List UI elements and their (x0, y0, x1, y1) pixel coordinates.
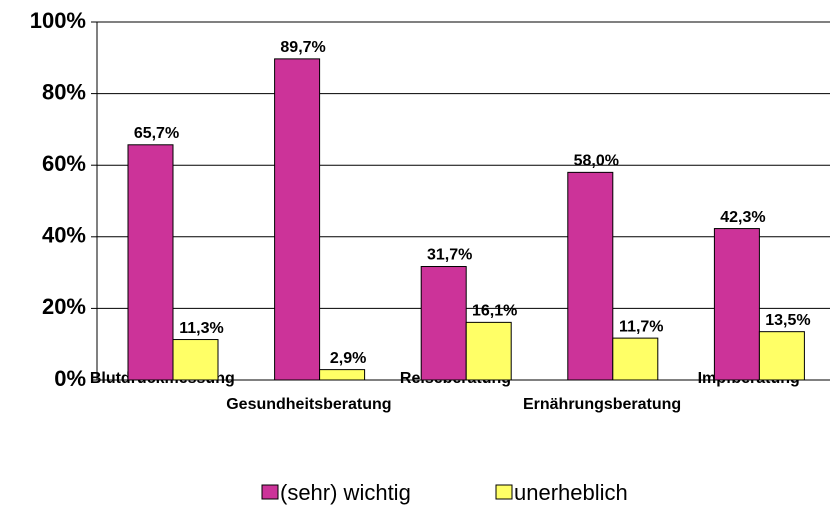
data-label: 31,7% (427, 247, 472, 264)
y-tick-label: 40% (42, 223, 86, 248)
bar (465, 321, 512, 381)
bar (758, 331, 805, 381)
data-label: 13,5% (765, 312, 810, 329)
data-label: 2,9% (330, 350, 366, 367)
legend-swatch (495, 484, 513, 500)
bar (567, 171, 614, 381)
bar (127, 144, 174, 381)
bar (713, 228, 760, 381)
bar (274, 58, 321, 381)
x-tick-label: Ernährungsberatung (523, 396, 681, 413)
x-tick-label: Gesundheitsberatung (226, 396, 391, 413)
data-label: 89,7% (280, 39, 325, 56)
data-label: 42,3% (720, 209, 765, 226)
data-label: 58,0% (574, 153, 619, 170)
legend-label: (sehr) wichtig (280, 480, 411, 505)
y-tick-label: 20% (42, 294, 86, 319)
bar (420, 266, 467, 381)
legend-swatch (261, 484, 279, 500)
data-label: 11,3% (179, 320, 223, 337)
data-label: 65,7% (134, 125, 179, 142)
data-label: 11,7% (619, 318, 663, 335)
y-tick-label: 80% (42, 79, 86, 104)
y-tick-label: 60% (42, 151, 86, 176)
bar (172, 339, 219, 381)
legend-label: unerheblich (514, 480, 628, 505)
y-tick-label: 100% (30, 8, 86, 33)
bar (319, 369, 366, 381)
y-tick-label: 0% (54, 366, 86, 391)
data-label: 16,1% (472, 303, 517, 320)
bar (612, 337, 659, 381)
